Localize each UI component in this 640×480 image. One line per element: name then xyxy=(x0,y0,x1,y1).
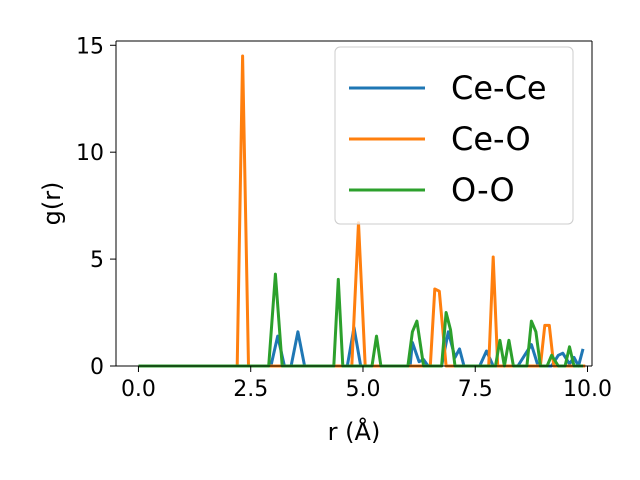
x-tick-label: 0.0 xyxy=(121,377,156,402)
y-tick-label: 0 xyxy=(90,355,104,380)
y-axis-label: g(r) xyxy=(38,182,66,226)
legend-label-ce-ce: Ce-Ce xyxy=(451,69,547,107)
series-line-o-o xyxy=(138,272,583,368)
legend-label-o-o: O-O xyxy=(451,171,515,209)
x-tick-label: 7.5 xyxy=(458,377,493,402)
legend-frame xyxy=(334,46,574,225)
x-tick-label: 2.5 xyxy=(233,377,268,402)
y-tick-label: 5 xyxy=(90,248,104,273)
ticks: 0.0 2.5 5.0 7.5 10.0 0 5 10 15 xyxy=(76,34,612,402)
x-tick-label: 5.0 xyxy=(345,377,380,402)
legend-label-ce-o: Ce-O xyxy=(451,120,531,158)
y-tick-label: 15 xyxy=(76,34,104,59)
axes xyxy=(115,40,593,367)
x-tick-label: 10.0 xyxy=(563,377,612,402)
legend: Ce-Ce Ce-O O-O xyxy=(334,46,574,225)
y-tick-label: 10 xyxy=(76,141,104,166)
x-axis-label: r (Å) xyxy=(328,417,381,446)
